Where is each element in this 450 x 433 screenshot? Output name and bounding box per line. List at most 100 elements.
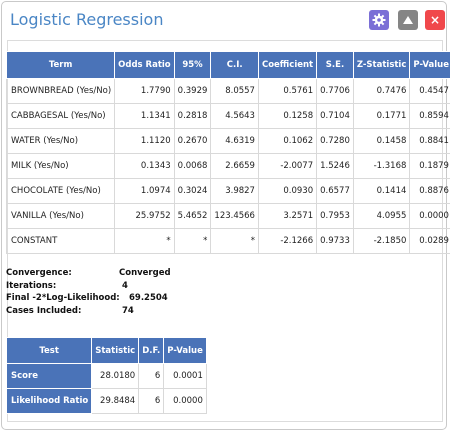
column-header: P-Value	[163, 337, 207, 364]
column-header: Z-Statistic	[352, 51, 411, 79]
cases-value: 74	[122, 305, 134, 316]
ci-upper-cell: *	[210, 228, 259, 254]
ci-lower-cell: 0.3024	[173, 178, 212, 204]
coefficient-cell: 0.1062	[257, 128, 318, 154]
se-cell: 0.7706	[316, 78, 354, 104]
odds-ratio-cell: 25.9752	[114, 203, 175, 229]
z-statistic-cell: 4.0955	[352, 203, 411, 229]
p-value-cell: 0.0001	[163, 363, 207, 389]
cases-label: Cases Included:	[6, 305, 82, 316]
ci-upper-cell: 8.0557	[210, 78, 259, 104]
ci-upper-cell: 3.9827	[210, 178, 259, 204]
iterations-label: Iterations:	[6, 280, 57, 291]
test-name-cell: Score	[5, 363, 93, 389]
ci-lower-cell: 0.3929	[173, 78, 212, 104]
term-cell: CABBAGESAL (Yes/No)	[5, 103, 116, 129]
column-header: Odds Ratio	[114, 51, 175, 79]
se-cell: 0.7280	[316, 128, 354, 154]
table-header-row: Test Statistic D.F. P-Value	[5, 337, 207, 364]
ci-lower-cell: 5.4652	[173, 203, 212, 229]
odds-ratio-cell: 0.1343	[114, 153, 175, 179]
p-value-cell: 0.8841	[409, 128, 450, 154]
column-header: C.I.	[210, 51, 259, 79]
column-header: S.E.	[316, 51, 354, 79]
odds-ratio-cell: 1.1120	[114, 128, 175, 154]
z-statistic-cell: 0.1414	[352, 178, 411, 204]
se-cell: 0.6577	[316, 178, 354, 204]
gear-icon	[372, 13, 386, 27]
coefficient-cell: 3.2571	[257, 203, 318, 229]
table-row: Score 28.0180 6 0.0001	[5, 363, 207, 389]
p-value-cell: 0.4547	[409, 78, 450, 104]
z-statistic-cell: -2.1850	[352, 228, 411, 254]
table-row: MILK (Yes/No) 0.1343 0.0068 2.6659 -2.00…	[5, 153, 450, 179]
term-cell: WATER (Yes/No)	[5, 128, 116, 154]
column-header: Coefficient	[257, 51, 318, 79]
ci-lower-cell: 0.2670	[173, 128, 212, 154]
odds-ratio-cell: 1.7790	[114, 78, 175, 104]
settings-button[interactable]	[369, 10, 389, 30]
p-value-cell: 0.0000	[409, 203, 450, 229]
se-cell: 0.7104	[316, 103, 354, 129]
close-icon: ×	[429, 13, 441, 27]
ci-upper-cell: 4.6319	[210, 128, 259, 154]
p-value-cell: 0.1879	[409, 153, 450, 179]
ci-upper-cell: 4.5643	[210, 103, 259, 129]
triangle-up-icon	[403, 16, 413, 24]
table-header-row: Term Odds Ratio 95% C.I. Coefficient S.E…	[5, 51, 450, 79]
column-header: 95%	[173, 51, 212, 79]
coefficient-cell: 0.0930	[257, 178, 318, 204]
odds-ratio-cell: 1.1341	[114, 103, 175, 129]
coefficients-table: Term Odds Ratio 95% C.I. Coefficient S.E…	[5, 51, 450, 254]
table-row: WATER (Yes/No) 1.1120 0.2670 4.6319 0.10…	[5, 128, 450, 154]
ci-upper-cell: 2.6659	[210, 153, 259, 179]
ci-upper-cell: 123.4566	[210, 203, 259, 229]
loglik-value: 69.2504	[129, 293, 168, 303]
coefficient-cell: 0.1258	[257, 103, 318, 129]
column-header: Test	[5, 337, 93, 364]
table-row: CHOCOLATE (Yes/No) 1.0974 0.3024 3.9827 …	[5, 178, 450, 204]
term-cell: BROWNBREAD (Yes/No)	[5, 78, 116, 104]
column-header: Term	[5, 51, 116, 79]
df-cell: 6	[138, 363, 165, 389]
coefficient-cell: -2.1266	[257, 228, 318, 254]
se-cell: 0.9733	[316, 228, 354, 254]
table-row: BROWNBREAD (Yes/No) 1.7790 0.3929 8.0557…	[5, 78, 450, 104]
ci-lower-cell: 0.0068	[173, 153, 212, 179]
table-row: Likelihood Ratio 29.8484 6 0.0000	[5, 388, 207, 414]
coefficient-cell: -2.0077	[257, 153, 318, 179]
column-header: Statistic	[91, 337, 140, 364]
convergence-value: Converged	[119, 268, 171, 278]
odds-ratio-cell: 1.0974	[114, 178, 175, 204]
z-statistic-cell: 0.1458	[352, 128, 411, 154]
convergence-label: Convergence:	[6, 268, 72, 278]
term-cell: VANILLA (Yes/No)	[5, 203, 116, 229]
loglik-label: Final -2*Log-Likelihood:	[6, 293, 120, 303]
column-header: D.F.	[138, 337, 165, 364]
table-row: CONSTANT * * * -2.1266 0.9733 -2.1850 0.…	[5, 228, 450, 254]
coefficient-cell: 0.5761	[257, 78, 318, 104]
collapse-button[interactable]	[398, 10, 418, 30]
iterations-value: 4	[122, 280, 128, 291]
panel-title: Logistic Regression	[10, 10, 164, 29]
ci-lower-cell: 0.2818	[173, 103, 212, 129]
p-value-cell: 0.8876	[409, 178, 450, 204]
z-statistic-cell: 0.1771	[352, 103, 411, 129]
ci-lower-cell: *	[173, 228, 212, 254]
se-cell: 1.5246	[316, 153, 354, 179]
p-value-cell: 0.0000	[163, 388, 207, 414]
statistic-cell: 29.8484	[91, 388, 140, 414]
term-cell: CHOCOLATE (Yes/No)	[5, 178, 116, 204]
tests-table: Test Statistic D.F. P-Value Score 28.018…	[5, 337, 207, 414]
term-cell: CONSTANT	[5, 228, 116, 254]
p-value-cell: 0.8594	[409, 103, 450, 129]
df-cell: 6	[138, 388, 165, 414]
statistic-cell: 28.0180	[91, 363, 140, 389]
table-row: VANILLA (Yes/No) 25.9752 5.4652 123.4566…	[5, 203, 450, 229]
z-statistic-cell: -1.3168	[352, 153, 411, 179]
table-row: CABBAGESAL (Yes/No) 1.1341 0.2818 4.5643…	[5, 103, 450, 129]
test-name-cell: Likelihood Ratio	[5, 388, 93, 414]
column-header: P-Value	[409, 51, 450, 79]
close-button[interactable]: ×	[425, 10, 445, 30]
se-cell: 0.7953	[316, 203, 354, 229]
